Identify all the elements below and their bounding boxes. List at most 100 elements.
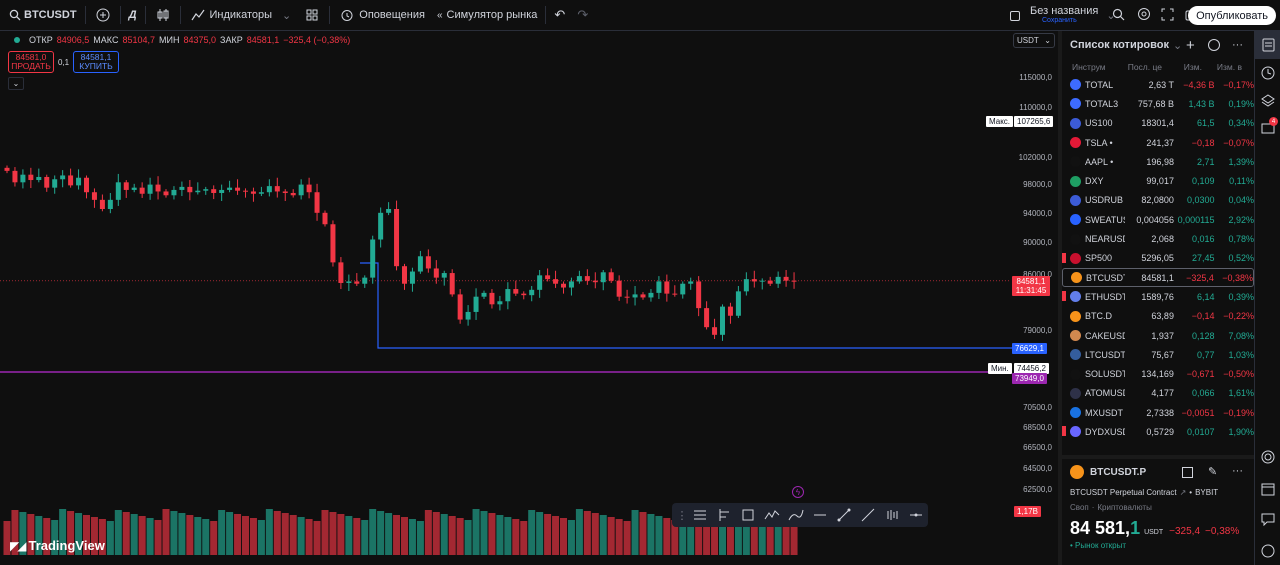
candle-body bbox=[616, 280, 622, 297]
watchlist-row[interactable]: NEARUSDT 2,068 0,016 0,78% bbox=[1062, 229, 1254, 248]
alerts-button[interactable]: Оповещения bbox=[332, 0, 431, 31]
watchlist-row[interactable]: LTCUSDT 75,67 0,77 1,03% bbox=[1062, 345, 1254, 364]
candle-body bbox=[640, 294, 646, 298]
candle-body bbox=[743, 279, 749, 292]
horizontal-line-icon[interactable] bbox=[808, 503, 832, 527]
templates-button[interactable] bbox=[297, 0, 327, 31]
candle-body bbox=[298, 184, 304, 196]
watchlist-chart-icon[interactable] bbox=[1208, 39, 1220, 51]
col-change-pct[interactable]: Изм. в bbox=[1216, 62, 1242, 72]
rectangle-icon[interactable] bbox=[736, 503, 760, 527]
publish-button[interactable]: Опубликовать bbox=[1188, 6, 1276, 25]
layers-icon[interactable] bbox=[1255, 87, 1280, 115]
col-last[interactable]: Посл. це bbox=[1127, 62, 1162, 72]
trend-line-icon[interactable] bbox=[832, 503, 856, 527]
watchlist-icon[interactable] bbox=[1255, 31, 1280, 59]
dot-separator: · bbox=[1091, 503, 1095, 512]
watchlist-row[interactable]: TOTAL 2,63 T −4,36 B −0,17% bbox=[1062, 75, 1254, 94]
row-symbol: USDRUB bbox=[1085, 195, 1124, 206]
path-icon[interactable] bbox=[760, 503, 784, 527]
help-icon[interactable] bbox=[1255, 537, 1280, 565]
interval-button[interactable]: Д bbox=[123, 0, 143, 31]
chart-type-button[interactable] bbox=[148, 0, 178, 31]
redo-button[interactable]: ↷ bbox=[571, 0, 594, 31]
candle-body bbox=[203, 189, 209, 191]
tradingview-logo[interactable]: ◤◢ TradingView bbox=[10, 538, 105, 553]
flag-marker[interactable] bbox=[1062, 291, 1066, 302]
watchlist-row[interactable]: AAPL • 196,98 2,71 1,39% bbox=[1062, 152, 1254, 171]
price-chart[interactable] bbox=[0, 31, 1058, 565]
grid-icon[interactable] bbox=[1182, 467, 1193, 478]
alerts-label: Оповещения bbox=[359, 9, 425, 21]
chat-icon[interactable]: 4 bbox=[1255, 115, 1280, 143]
candle-body bbox=[529, 289, 535, 296]
candle-body bbox=[235, 187, 241, 191]
clock-icon[interactable] bbox=[1255, 59, 1280, 87]
target-icon[interactable] bbox=[1255, 443, 1280, 471]
edit-icon[interactable]: ✎ bbox=[1208, 466, 1218, 478]
details-symbol[interactable]: BTCUSDT.P bbox=[1090, 466, 1147, 478]
chat-bubble-icon[interactable] bbox=[1255, 505, 1280, 533]
watchlist-row[interactable]: US100 18301,4 61,5 0,34% bbox=[1062, 114, 1254, 133]
external-link-icon[interactable]: ↗ bbox=[1179, 488, 1187, 497]
add-symbol-icon[interactable]: + bbox=[1186, 36, 1195, 54]
volume-bar bbox=[472, 509, 480, 555]
ray-icon[interactable] bbox=[856, 503, 880, 527]
watchlist-row[interactable]: DYDXUSDT 0,5729 0,0107 1,90% bbox=[1062, 422, 1254, 441]
more-menu-icon[interactable]: ··· bbox=[1232, 465, 1243, 477]
candle-body bbox=[44, 176, 50, 188]
row-last: 2,7338 bbox=[1146, 407, 1174, 418]
more-tools-icon[interactable] bbox=[904, 503, 928, 527]
settings-button[interactable] bbox=[1131, 0, 1157, 31]
lightning-icon[interactable]: ϟ bbox=[792, 486, 804, 498]
sell-button[interactable]: 84581,0 ПРОДАТЬ bbox=[8, 51, 54, 73]
flag-marker[interactable] bbox=[1062, 252, 1066, 263]
chevron-down-icon[interactable]: ⌄ bbox=[1172, 39, 1183, 52]
symbol-search[interactable]: BTCUSDT bbox=[0, 0, 83, 31]
watchlist-row[interactable]: DXY 99,017 0,109 0,11% bbox=[1062, 171, 1254, 190]
watchlist-row[interactable]: ATOMUSDT 4,177 0,066 1,61% bbox=[1062, 384, 1254, 403]
more-menu-icon[interactable]: ··· bbox=[1232, 39, 1243, 51]
watchlist-row[interactable]: USDRUB 82,0800 0,0300 0,04% bbox=[1062, 191, 1254, 210]
legend-collapse-button[interactable]: ⌄ bbox=[8, 77, 24, 90]
row-change: 1,43 B bbox=[1188, 98, 1215, 109]
buy-button[interactable]: 84581,1 КУПИТЬ bbox=[73, 51, 119, 73]
layout-menu[interactable]: Без названия Сохранить ⌄ bbox=[1004, 0, 1122, 31]
currency-select[interactable]: USDT ⌄ bbox=[1013, 33, 1055, 48]
col-change[interactable]: Изм. bbox=[1183, 62, 1202, 72]
quick-search-button[interactable] bbox=[1106, 0, 1131, 31]
details-category: Криптовалюты bbox=[1097, 503, 1152, 512]
flag-marker[interactable] bbox=[1062, 426, 1066, 437]
volume-bar bbox=[766, 518, 774, 555]
watchlist-row[interactable]: CAKEUSDT 1,937 0,128 7,08% bbox=[1062, 326, 1254, 345]
watchlist-row[interactable]: BTC.D 63,89 −0,14 −0,22% bbox=[1062, 307, 1254, 326]
watchlist-row[interactable]: SOLUSDT 134,169 −0,671 −0,50% bbox=[1062, 364, 1254, 383]
volume-bar bbox=[599, 515, 607, 555]
undo-button[interactable]: ↶ bbox=[548, 0, 571, 31]
volume-bar bbox=[242, 516, 249, 555]
bars-pattern-icon[interactable] bbox=[880, 503, 904, 527]
watchlist-row[interactable]: TOTAL3 757,68 B 1,43 B 0,19% bbox=[1062, 94, 1254, 113]
watchlist-row[interactable]: SP500 5296,05 27,45 0,52% bbox=[1062, 249, 1254, 268]
watchlist-row[interactable]: MXUSDT 2,7338 −0,0051 −0,19% bbox=[1062, 403, 1254, 422]
drag-handle-icon[interactable]: ⋮ bbox=[676, 509, 688, 522]
watchlist-title[interactable]: Список котировок bbox=[1070, 39, 1169, 51]
watchlist-row[interactable]: ETHUSDT 1589,76 6,14 0,39% bbox=[1062, 287, 1254, 306]
fullscreen-button[interactable] bbox=[1155, 0, 1180, 31]
calendar-icon[interactable] bbox=[1255, 475, 1280, 503]
candle-body bbox=[314, 192, 320, 213]
details-price-row: 84 581, 1 USDT −325,4 −0,38% bbox=[1070, 518, 1250, 539]
brush-icon[interactable] bbox=[784, 503, 808, 527]
watchlist-row[interactable]: BTCUSDT 84581,1 −325,4 −0,38% bbox=[1062, 267, 1254, 288]
pitchfork-icon[interactable] bbox=[712, 503, 736, 527]
replay-button[interactable]: « Симулятор рынка bbox=[431, 0, 543, 31]
watchlist-row[interactable]: TSLA • 241,37 −0,18 −0,07% bbox=[1062, 133, 1254, 152]
chart-pane[interactable]: ОТКР 84906,5 МАКС 85104,7 МИН 84375,0 ЗАКР 8… bbox=[0, 31, 1058, 565]
symbol-icon bbox=[1070, 426, 1081, 438]
volume-bar bbox=[321, 510, 329, 555]
fib-icon[interactable] bbox=[688, 503, 712, 527]
indicators-button[interactable]: Индикаторы ⌄ bbox=[183, 0, 298, 31]
compare-button[interactable] bbox=[88, 0, 118, 31]
col-symbol[interactable]: Инструм bbox=[1072, 62, 1106, 72]
